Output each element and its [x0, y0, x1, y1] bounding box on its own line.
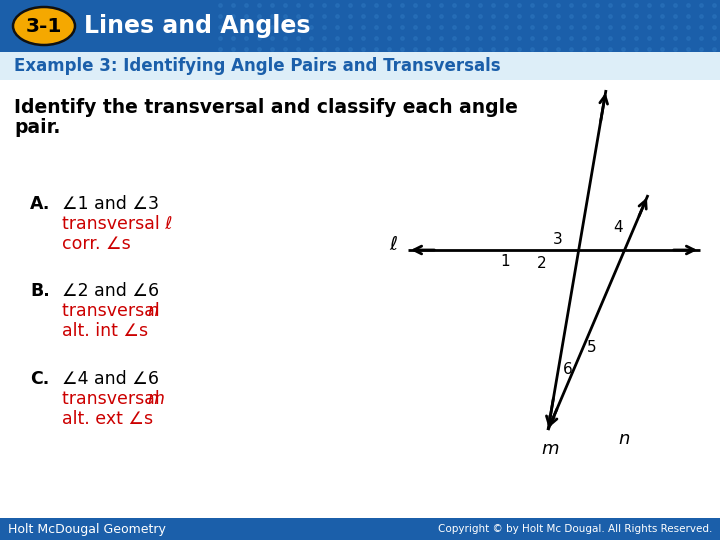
Text: transversal: transversal — [62, 390, 166, 408]
Text: 2: 2 — [537, 255, 546, 271]
Bar — [0, 518, 720, 540]
Text: pair.: pair. — [14, 118, 60, 137]
Text: Example 3: Identifying Angle Pairs and Transversals: Example 3: Identifying Angle Pairs and T… — [14, 57, 500, 75]
Text: B.: B. — [30, 282, 50, 300]
Text: Holt McDougal Geometry: Holt McDougal Geometry — [8, 523, 166, 536]
Text: ∠2 and ∠6: ∠2 and ∠6 — [62, 282, 159, 300]
Text: corr. ∠s: corr. ∠s — [62, 235, 131, 253]
Text: A.: A. — [30, 195, 50, 213]
Text: alt. ext ∠s: alt. ext ∠s — [62, 410, 153, 428]
Text: ∠4 and ∠6: ∠4 and ∠6 — [62, 370, 159, 388]
Bar — [0, 80, 720, 518]
Text: n: n — [148, 302, 158, 320]
Text: transversal: transversal — [62, 302, 166, 320]
Text: n: n — [618, 430, 629, 448]
Text: 3-1: 3-1 — [26, 17, 62, 36]
Text: transversal ℓ: transversal ℓ — [62, 215, 172, 233]
Text: m: m — [541, 440, 559, 458]
Text: Identify the transversal and classify each angle: Identify the transversal and classify ea… — [14, 98, 518, 117]
Text: alt. int ∠s: alt. int ∠s — [62, 322, 148, 340]
Text: m: m — [148, 390, 164, 408]
Text: 4: 4 — [613, 220, 623, 235]
Text: Lines and Angles: Lines and Angles — [84, 14, 310, 38]
Text: Copyright © by Holt Mc Dougal. All Rights Reserved.: Copyright © by Holt Mc Dougal. All Right… — [438, 524, 712, 534]
Text: 6: 6 — [563, 362, 573, 377]
Bar — [0, 0, 720, 52]
Bar — [0, 52, 720, 80]
Text: $\ell$: $\ell$ — [389, 235, 398, 254]
Text: C.: C. — [30, 370, 49, 388]
Text: ∠1 and ∠3: ∠1 and ∠3 — [62, 195, 159, 213]
Ellipse shape — [13, 7, 75, 45]
Text: 5: 5 — [588, 341, 597, 355]
Text: 1: 1 — [500, 254, 510, 269]
Text: 3: 3 — [553, 233, 563, 247]
